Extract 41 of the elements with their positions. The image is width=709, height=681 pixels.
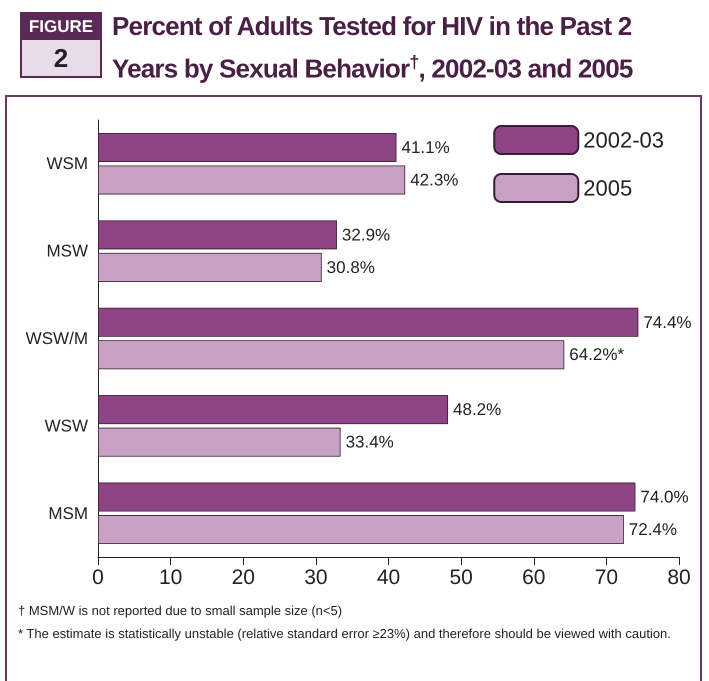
- bar: [98, 252, 322, 282]
- legend-label: 2005: [583, 176, 632, 200]
- data-label: 64.2%*: [569, 345, 624, 364]
- x-tick-label: 20: [232, 566, 255, 589]
- data-label: 30.8%: [326, 258, 375, 277]
- data-label: 33.4%: [346, 432, 394, 452]
- x-tick-label: 50: [449, 566, 473, 589]
- bar: [98, 340, 564, 370]
- y-tick-label: WSW: [44, 416, 88, 436]
- data-label: 74.4%: [643, 312, 692, 332]
- x-tick-label: 30: [304, 566, 328, 589]
- bar: [98, 395, 448, 424]
- bar: [98, 515, 624, 544]
- data-label: 32.9%: [342, 225, 390, 244]
- x-tick-label: 80: [667, 566, 691, 589]
- data-label: 74.0%: [640, 488, 689, 507]
- data-label: 48.2%: [453, 400, 502, 420]
- text: † MSM/W is not reported due to small sample size (n<5): [18, 603, 344, 618]
- bar: [98, 482, 636, 512]
- data-label: 42.3%: [410, 170, 458, 190]
- y-tick-label: WSW/M: [26, 329, 88, 348]
- bar: [98, 132, 396, 162]
- text: FIGURE: [22, 14, 100, 40]
- x-tick-label: 60: [522, 566, 546, 589]
- bar: [98, 165, 406, 194]
- text: 2: [22, 40, 100, 76]
- legend-label: 2002-03: [583, 128, 664, 152]
- y-tick-label: MSW: [46, 242, 88, 261]
- y-tick-label: MSM: [48, 504, 88, 523]
- chart-title: Percent of Adults Tested for HIV in the Past 2 Years by Sexual Behavior$^{†}$, 2002-03 and 2005: [112, 10, 634, 86]
- x-tick-label: 0: [92, 566, 104, 589]
- x-tick-label: 70: [594, 566, 618, 589]
- data-label: 72.4%: [628, 520, 678, 540]
- bar: [98, 308, 638, 337]
- bar: [98, 428, 341, 457]
- y-tick-label: WSM: [46, 154, 88, 174]
- x-tick-label: 10: [158, 566, 182, 589]
- bar: [98, 220, 337, 250]
- data-label: 41.1%: [401, 138, 450, 157]
- text: * The estimate is statistically unstable (relative standard error ≥23%) and therefore should be viewed with caution.: [18, 626, 672, 641]
- x-tick-label: 40: [376, 566, 400, 589]
